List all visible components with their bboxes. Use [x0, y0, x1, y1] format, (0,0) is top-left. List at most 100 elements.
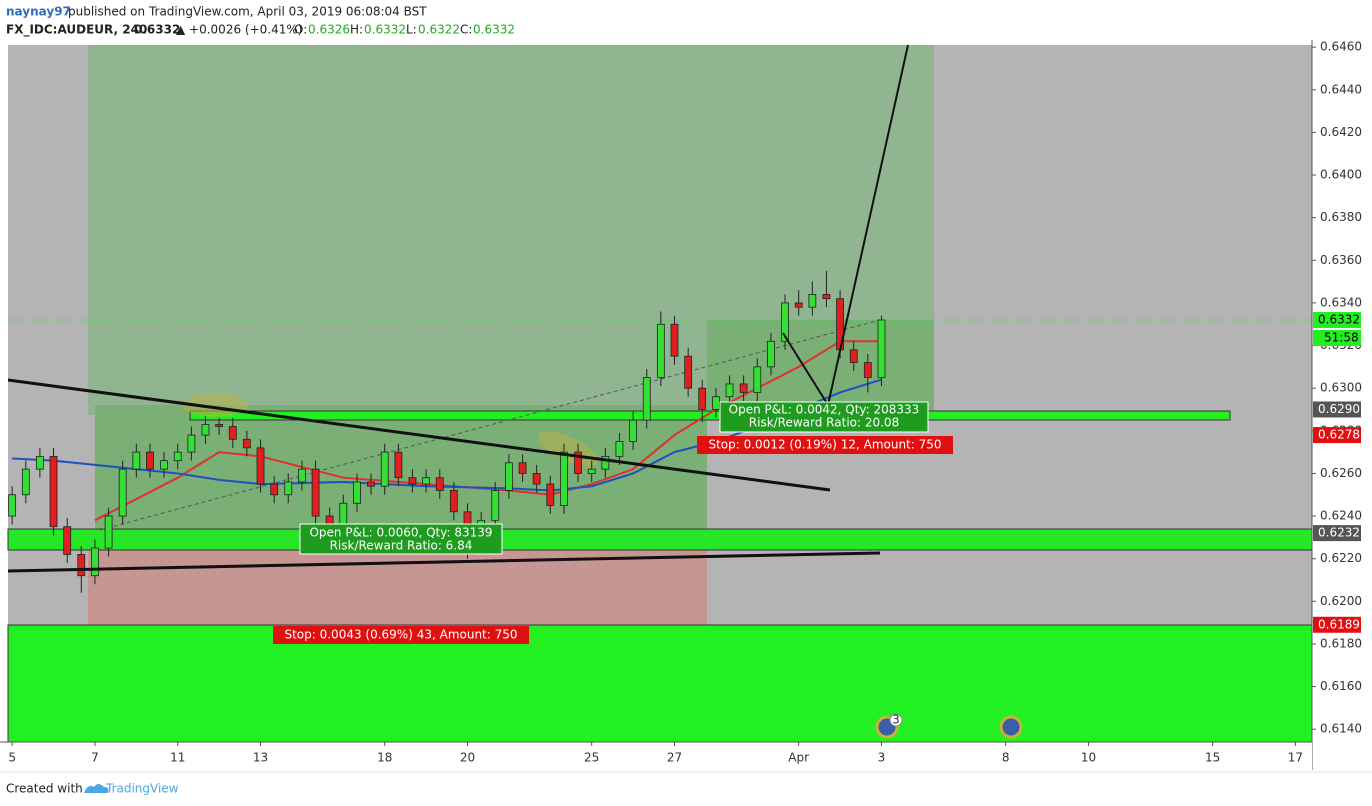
trend-line [7, 551, 881, 573]
candle-body [877, 319, 886, 378]
candle-body [339, 502, 348, 525]
candle-body [601, 455, 610, 470]
candle-body [311, 468, 320, 517]
candle-body [574, 451, 582, 474]
price-badge-label: 0.6290 [1318, 402, 1360, 416]
x-tick-label: 18 [377, 751, 392, 765]
published: published on TradingView.com, April 03, … [68, 5, 427, 19]
candle-body [201, 424, 210, 436]
x-tick-label: 5 [8, 751, 16, 765]
countdown-badge [1313, 329, 1361, 346]
open-value: 0.6326 [308, 23, 350, 37]
x-tick-label: 8 [1002, 751, 1010, 765]
candle-body [298, 468, 306, 483]
dashed-line [99, 319, 881, 531]
event-icon[interactable] [999, 715, 1023, 739]
x-tick-label: 20 [460, 751, 475, 765]
price-badge [1313, 401, 1361, 418]
price-badge-label: 0.6232 [1318, 526, 1360, 540]
l-label: L: [406, 23, 417, 37]
y-tick-label: 0.6200 [1320, 594, 1362, 608]
rr-text: Risk/Reward Ratio: 6.84 [330, 539, 473, 553]
y-tick-label: 0.6400 [1320, 168, 1362, 182]
candle-body [518, 462, 527, 474]
candle-body [228, 426, 237, 440]
candle-body [808, 293, 817, 308]
x-tick-label: 3 [878, 751, 886, 765]
pl-box [719, 401, 929, 433]
candle-body [698, 387, 707, 410]
candle-body [822, 293, 831, 300]
x-tick-label: 13 [253, 751, 268, 765]
candle-body [8, 494, 17, 517]
candle-body [215, 424, 224, 427]
position-zone [707, 320, 934, 415]
candle-body [104, 515, 113, 549]
candle-body [767, 340, 775, 368]
candle-body [642, 377, 651, 421]
candle-body [160, 460, 168, 470]
price-badge [1313, 616, 1361, 633]
candle-body [781, 302, 789, 342]
price-badge [1313, 427, 1361, 444]
last-price: 0.6332 [134, 23, 180, 37]
y-tick-label: 0.6240 [1320, 509, 1362, 523]
candle-body [63, 526, 72, 555]
candle-body [505, 462, 513, 491]
candle-body [270, 483, 279, 496]
x-tick-label: 15 [1205, 751, 1220, 765]
candle-body [670, 323, 679, 357]
candle-body [173, 451, 182, 462]
price-badge-label: 0.6278 [1318, 428, 1360, 442]
c-label: C: [460, 23, 472, 37]
h-label: H: [350, 23, 363, 37]
candle-body [242, 438, 251, 449]
x-tick-label: 7 [91, 751, 99, 765]
stop-box [697, 436, 953, 454]
resistance-band [189, 410, 1231, 421]
high-value: 0.6332 [364, 23, 406, 37]
close-value: 0.6332 [473, 23, 515, 37]
stop-box [273, 626, 529, 644]
candle-body [187, 434, 196, 453]
demand-zone [7, 624, 1313, 743]
candle-body [629, 419, 637, 442]
footer-created: Created with [6, 782, 83, 796]
y-tick-label: 0.6340 [1320, 295, 1362, 309]
candle-body [435, 477, 444, 491]
countdown: 51:58 [1324, 330, 1359, 344]
candle-body [380, 451, 389, 487]
candle-body [491, 490, 500, 521]
y-tick-label: 0.6260 [1320, 466, 1362, 480]
plot-area [7, 45, 1313, 743]
axes: 0.6140 0.6160 0.6180 0.6200 0.6220 0.6240 0.62… [8, 40, 1362, 765]
candle-body [449, 490, 458, 513]
y-tick-label: 0.6380 [1320, 210, 1362, 224]
x-tick-label: Apr [788, 751, 809, 765]
x-tick-label: 25 [584, 751, 599, 765]
y-tick-label: 0.6440 [1320, 82, 1362, 96]
pl-text: Open P&L: 0.0060, Qty: 83139 [309, 526, 492, 540]
candle-body [656, 323, 665, 378]
candle-body [21, 468, 30, 496]
y-tick-label: 0.6160 [1320, 679, 1362, 693]
price-badge [1313, 311, 1361, 328]
x-tick-label: 11 [170, 751, 185, 765]
candle-body [49, 455, 58, 528]
candle-body [794, 302, 803, 308]
price-badge [1313, 525, 1361, 542]
candle-body [739, 383, 748, 393]
footer-brand[interactable]: TradingView [105, 782, 179, 796]
candle-body [132, 451, 141, 470]
stop-text: Stop: 0.0043 (0.69%) 43, Amount: 750 [284, 628, 517, 642]
x-tick-label: 17 [1288, 751, 1303, 765]
candle-body [325, 515, 334, 525]
pl-text: Open P&L: 0.0042, Qty: 208333 [729, 403, 920, 417]
candle-body [587, 468, 596, 474]
x-tick-label: 27 [667, 751, 682, 765]
candle-body [146, 451, 154, 470]
candle-body [711, 396, 720, 410]
x-tick-label: 10 [1081, 751, 1096, 765]
price-badge-label: 0.6189 [1318, 617, 1360, 631]
